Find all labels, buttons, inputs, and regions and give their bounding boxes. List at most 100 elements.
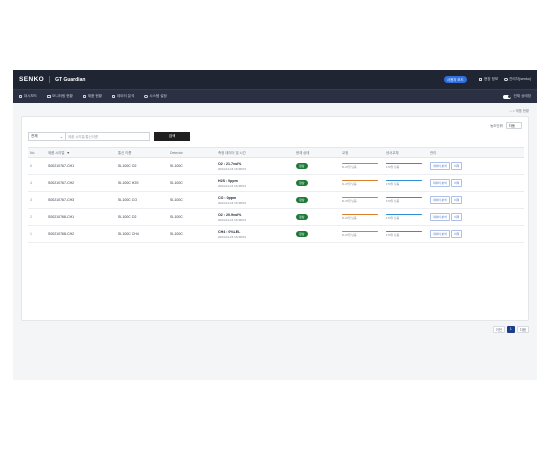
search-scope-select[interactable]: 전체 ⌄ [28, 132, 66, 141]
nav-settings[interactable]: 시스템 설정 [144, 94, 167, 99]
row-status: 정상 [294, 191, 340, 209]
row-detector: SI-100C [168, 157, 216, 175]
history-button[interactable]: 이력 [451, 213, 463, 221]
row-no: 5 [28, 157, 46, 175]
site-info-label: 현장 정보 [483, 77, 499, 81]
row-sensor: 170일 남음 [384, 208, 428, 226]
analysis-button[interactable]: 데이터 분석 [430, 213, 450, 221]
user-mode-pill[interactable]: 사용자 모드 [443, 75, 468, 84]
status-badge: 정상 [296, 231, 308, 237]
row-status: 정상 [294, 157, 340, 175]
table-row[interactable]: 2 S00210768-CH1 SI-100C O2 SI-100C O2 : 20.9… [28, 208, 524, 226]
nav-products-label: 제품 현황 [87, 94, 102, 98]
row-measurement: O2 : 20.9vol% 2024-01-15 16:38:03 [216, 208, 294, 226]
next-page-button[interactable]: 다음 [516, 325, 529, 333]
row-actions: 데이터 분석 이력 [428, 191, 524, 209]
col-serial[interactable]: 제품 시리얼 ▼ [46, 147, 116, 158]
sensor-remaining: 170일 남음 [386, 216, 400, 221]
nav-products[interactable]: 제품 현황 [82, 94, 102, 99]
row-no: 2 [28, 208, 46, 226]
row-measurement: CO : 0ppm 2024-01-15 16:38:03 [216, 191, 294, 209]
analysis-button[interactable]: 데이터 분석 [430, 162, 450, 170]
analysis-button[interactable]: 데이터 분석 [430, 230, 450, 238]
nav-settings-label: 시스템 설정 [149, 94, 167, 98]
table-row[interactable]: 5 S00210767-CH1 SI-100C O2 SI-100C O2 : 21.7… [28, 157, 524, 175]
row-calibration: D-47일 남음 [340, 174, 384, 192]
row-sensor: 170일 남음 [384, 191, 428, 209]
prev-page-button[interactable]: 이전 [492, 325, 505, 333]
product-table: No. 제품 시리얼 ▼ 통신 이름 Detector 측정 데이터 및 시간 현… [28, 147, 524, 243]
sensor-remaining: 170일 남음 [386, 199, 400, 204]
row-timestamp: 2024-01-15 16:38:03 [218, 200, 246, 205]
monitor-icon [47, 94, 51, 99]
row-name: SI-100C O2 [116, 157, 168, 175]
row-detector: SI-100C [168, 208, 216, 226]
row-actions: 데이터 분석 이력 [428, 157, 524, 175]
row-detector: SI-100C [168, 225, 216, 243]
row-serial: S00210767-CH1 [46, 157, 116, 175]
site-info-link[interactable]: 현장 정보 [479, 77, 498, 82]
search-button[interactable]: 검색 [154, 132, 190, 141]
calibration-remaining: D-47일 남음 [342, 233, 357, 238]
row-detector: SI-100C [168, 191, 216, 209]
sort-icon[interactable]: ▼ [66, 151, 70, 155]
table-row[interactable]: 4 S00210767-CH2 SI-100C H2S SI-100C H2S : 0p… [28, 174, 524, 192]
col-no: No. [28, 147, 46, 158]
history-button[interactable]: 이력 [451, 162, 463, 170]
unit-label: 농도단위 [490, 123, 503, 128]
row-name: SI-100C O2 [116, 208, 168, 226]
row-calibration: D-47일 남음 [340, 157, 384, 175]
history-button[interactable]: 이력 [451, 196, 463, 204]
history-button[interactable]: 이력 [451, 230, 463, 238]
sensor-bar [386, 162, 422, 165]
analysis-button[interactable]: 데이터 분석 [430, 179, 450, 187]
analysis-button[interactable]: 데이터 분석 [430, 196, 450, 204]
product-list-card: 농도단위 자동 전체 ⌄ 제품 시리얼/통신이름 검색 No. 제품 시리얼 ▼ 통… [21, 116, 529, 321]
col-sensor: 센서교체 [384, 147, 428, 158]
nav-dashboard-label: 대시보드 [23, 94, 38, 98]
box-icon [82, 94, 87, 99]
row-calibration: D-47일 남음 [340, 208, 384, 226]
user-menu-label: 관리자(senko) [509, 77, 531, 81]
col-name: 통신 이름 [116, 147, 168, 158]
status-panel-toggle[interactable] [503, 94, 512, 99]
table-row[interactable]: 3 S00210767-CH3 SI-100C CO SI-100C CO : 0ppm… [28, 191, 524, 209]
row-name: SI-100C H2S [116, 174, 168, 192]
row-reading: CH4 : 0%LEL [218, 229, 241, 234]
col-detector: Detector [168, 147, 216, 158]
status-badge: 정상 [296, 197, 308, 203]
calibration-bar [342, 196, 378, 199]
row-reading: CO : 0ppm [218, 195, 237, 200]
search-input[interactable]: 제품 시리얼/통신이름 [66, 132, 150, 141]
unit-control: 농도단위 자동 [490, 122, 522, 129]
row-reading: O2 : 20.9vol% [218, 212, 242, 217]
nav-analysis[interactable]: 데이터 분석 [111, 94, 135, 99]
row-sensor: 170일 남음 [384, 157, 428, 175]
user-menu[interactable]: 관리자(senko) [504, 77, 531, 82]
search-row: 전체 ⌄ 제품 시리얼/통신이름 검색 [28, 132, 190, 141]
row-serial: S00210767-CH3 [46, 191, 116, 209]
unit-select[interactable]: 자동 [505, 122, 522, 129]
user-icon [504, 77, 508, 82]
row-actions: 데이터 분석 이력 [428, 225, 524, 243]
row-serial: S00210768-CH2 [46, 225, 116, 243]
nav-dashboard[interactable]: 대시보드 [19, 94, 37, 99]
row-sensor: 170일 남음 [384, 225, 428, 243]
page-1-button[interactable]: 1 [506, 325, 515, 333]
nav-analysis-label: 데이터 분석 [116, 94, 135, 98]
row-name: SI-100C CO [116, 191, 168, 209]
row-serial: S00210767-CH2 [46, 174, 116, 192]
col-status: 현재 상태 [294, 147, 340, 158]
table-row[interactable]: 1 S00210768-CH2 SI-100C CH4 SI-100C CH4 : 0%… [28, 225, 524, 243]
product-name: GT Guardian [55, 76, 86, 83]
calibration-remaining: D-47일 남음 [342, 216, 357, 221]
row-reading: O2 : 21.7vol% [218, 161, 242, 166]
row-measurement: CH4 : 0%LEL 2024-01-15 16:38:03 [216, 225, 294, 243]
nav-monitoring[interactable]: 모니터링 현황 [47, 94, 73, 99]
sensor-bar [386, 213, 422, 216]
history-button[interactable]: 이력 [451, 179, 463, 187]
status-badge: 정상 [296, 180, 308, 186]
calibration-remaining: D-47일 남음 [342, 182, 357, 187]
row-reading: H2S : 0ppm [218, 178, 238, 183]
row-timestamp: 2024-01-15 16:38:03 [218, 183, 246, 188]
